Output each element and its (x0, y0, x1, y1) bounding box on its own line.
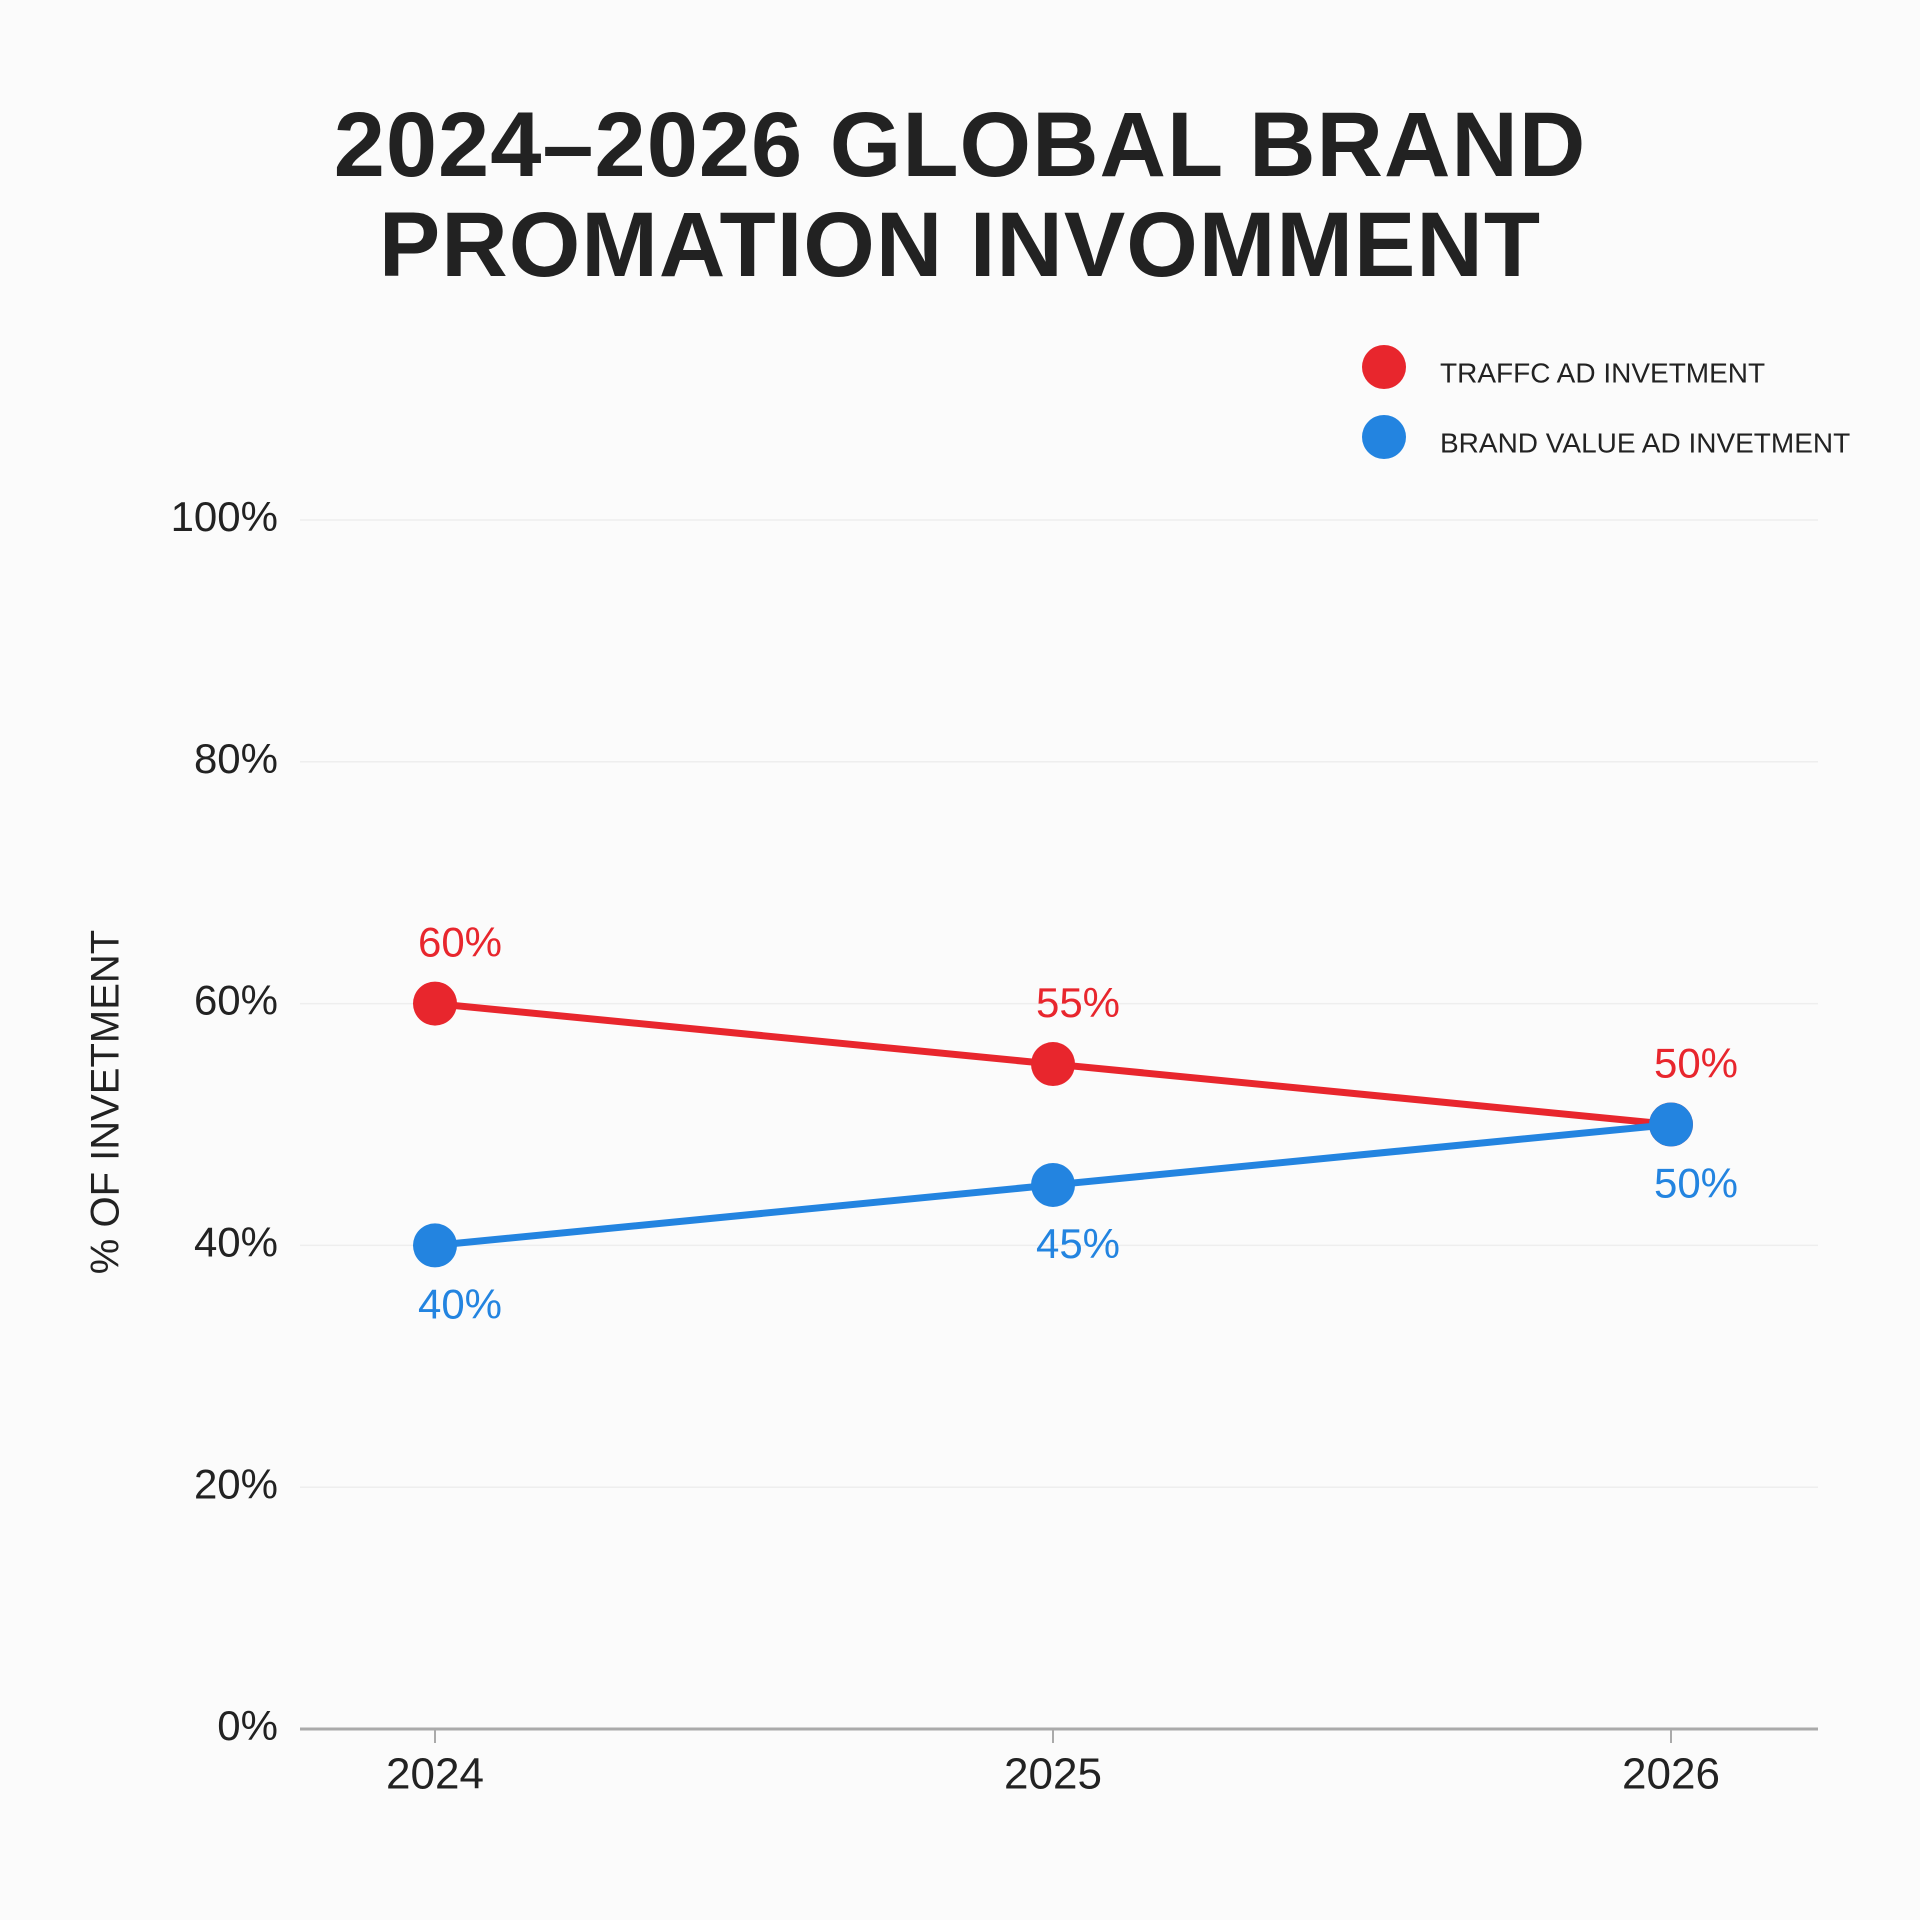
data-label: 45% (1036, 1220, 1120, 1267)
y-tick-label: 60% (194, 977, 278, 1024)
legend-label: TRAFFC AD INVETMENT (1440, 357, 1765, 388)
legend-marker (1362, 415, 1406, 459)
data-label: 60% (418, 919, 502, 966)
x-tick-label: 2025 (1004, 1750, 1102, 1799)
data-point (1031, 1162, 1075, 1207)
y-tick-label: 0% (217, 1702, 278, 1749)
data-label: 50% (1654, 1040, 1738, 1087)
data-label: 40% (418, 1280, 502, 1327)
x-tick-label: 2026 (1622, 1750, 1720, 1799)
data-label: 50% (1654, 1160, 1738, 1207)
y-tick-label: 80% (194, 735, 278, 782)
y-tick-label: 40% (194, 1218, 278, 1265)
chart-title: 2024–2026 GLOBAL BRAND PROMATION INVOMME… (333, 94, 1587, 296)
data-point (413, 1223, 457, 1268)
y-tick-label: 20% (194, 1460, 278, 1507)
x-tick-label: 2024 (386, 1750, 484, 1799)
legend-marker (1362, 345, 1406, 389)
y-axis-label: % OF INVETMENT (84, 930, 128, 1274)
data-label: 55% (1036, 979, 1120, 1026)
data-point (1031, 1042, 1075, 1087)
data-point (1649, 1102, 1693, 1147)
data-point (413, 981, 457, 1026)
legend-label: BRAND VALUE AD INVETMENT (1440, 427, 1850, 458)
y-tick-label: 100% (171, 493, 278, 540)
